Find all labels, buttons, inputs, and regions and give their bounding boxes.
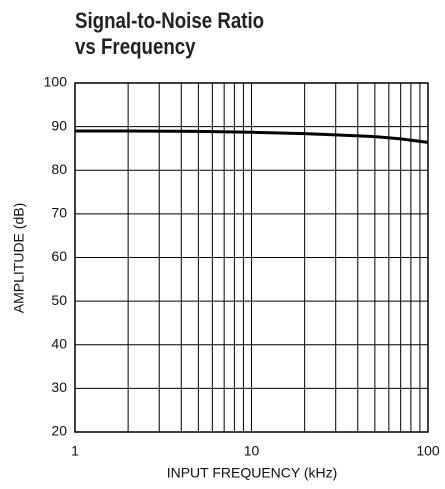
- y-tick-label: 40: [51, 335, 67, 351]
- y-tick-label: 70: [51, 205, 67, 221]
- x-tick-label: 1: [71, 443, 79, 459]
- x-tick-label: 10: [244, 443, 260, 459]
- y-tick-label: 80: [51, 161, 67, 177]
- y-axis-label: AMPLITUDE (dB): [11, 203, 27, 313]
- y-tick-label: 60: [51, 248, 67, 264]
- x-tick-label: 100: [416, 443, 440, 459]
- y-tick-label: 50: [51, 292, 67, 308]
- line: [75, 129, 429, 144]
- y-tick-label: 30: [51, 379, 67, 395]
- chart-title: Signal-to-Noise Ratio vs Frequency: [75, 8, 265, 59]
- y-tick-label: 90: [51, 117, 67, 133]
- x-axis-label: INPUT FREQUENCY (kHz): [167, 465, 338, 481]
- plot-frame: [74, 82, 429, 433]
- y-tick-label: 100: [44, 74, 68, 90]
- y-tick-label: 20: [51, 423, 67, 439]
